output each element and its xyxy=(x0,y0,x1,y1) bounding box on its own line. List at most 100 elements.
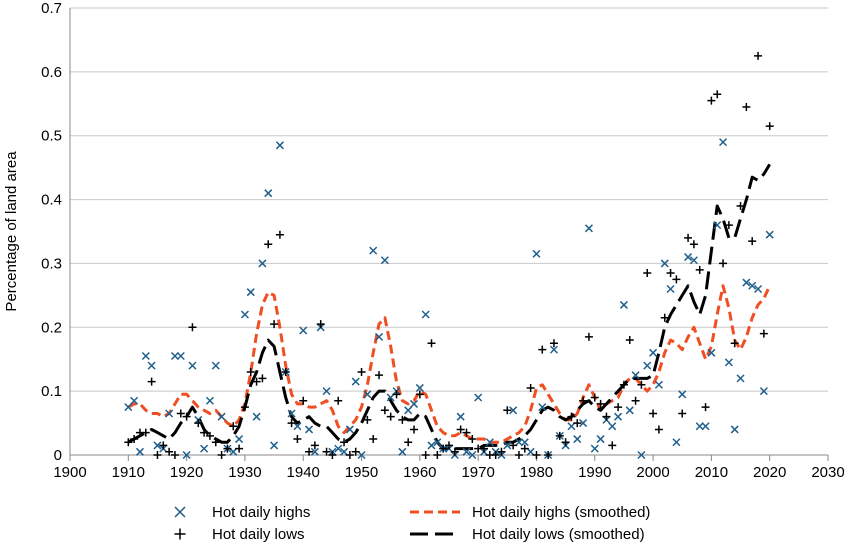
lows-point xyxy=(357,367,366,376)
lows-point xyxy=(322,447,331,456)
highs-point xyxy=(579,419,588,428)
lows-point xyxy=(345,451,354,459)
lows-point xyxy=(386,412,395,421)
y-tick-label: 0.5 xyxy=(41,128,62,145)
lows-point xyxy=(596,399,605,408)
lows-point xyxy=(509,441,518,450)
lows-point xyxy=(415,390,424,399)
y-tick-label: 0.6 xyxy=(41,64,62,81)
lows-point xyxy=(427,339,436,348)
lows-point xyxy=(526,383,535,392)
highs-point xyxy=(211,361,220,370)
lows-point xyxy=(579,396,588,405)
lows-points xyxy=(124,51,774,459)
highs-point xyxy=(427,441,436,450)
highs-point xyxy=(573,435,582,444)
highs-point xyxy=(229,447,238,456)
lows-point xyxy=(316,320,325,329)
lows-point xyxy=(223,444,232,453)
lows-point xyxy=(614,403,623,412)
lows-smoothed-line xyxy=(127,163,771,451)
highs-point xyxy=(474,393,483,402)
lows-point xyxy=(340,438,349,447)
legend-item: Hot daily lows xyxy=(174,526,305,543)
lows-point xyxy=(287,419,296,428)
highs-point xyxy=(707,348,716,357)
lows-point xyxy=(736,201,745,210)
highs-point xyxy=(415,383,424,392)
lows-point xyxy=(392,390,401,399)
lows-point xyxy=(479,444,488,453)
highs-point xyxy=(631,371,640,380)
lows-point xyxy=(141,428,150,437)
y-tick-label: 0.1 xyxy=(41,383,62,400)
highs-point xyxy=(275,141,284,150)
highs-point xyxy=(748,281,757,290)
legend-item: Hot daily highs xyxy=(174,504,310,521)
lows-point xyxy=(176,409,185,418)
highs-point xyxy=(736,374,745,383)
legend-swatch-x xyxy=(174,506,186,518)
lows-point xyxy=(246,367,255,376)
legend: Hot daily highs Hot daily lows Hot daily h… xyxy=(174,504,650,543)
legend-label: Hot daily highs (smoothed) xyxy=(472,504,650,521)
highs-point xyxy=(147,361,156,370)
lows-point xyxy=(433,451,442,459)
highs-point xyxy=(409,399,419,408)
highs-point xyxy=(205,396,214,405)
lows-point xyxy=(211,438,220,447)
highs-point xyxy=(538,403,547,412)
highs-point xyxy=(270,441,279,450)
lows-point xyxy=(713,90,722,99)
legend-item: Hot daily lows (smoothed) xyxy=(410,526,645,543)
lows-point xyxy=(235,444,244,453)
highs-point xyxy=(526,447,535,456)
lows-point xyxy=(561,438,570,447)
lows-point xyxy=(240,403,249,412)
lows-point xyxy=(643,269,652,278)
lows-point xyxy=(678,409,687,418)
data-series xyxy=(124,51,774,460)
highs-point xyxy=(754,284,763,294)
lows-point xyxy=(491,451,500,459)
lows-point xyxy=(281,367,290,376)
x-tick-label: 2000 xyxy=(636,464,669,481)
lows-point xyxy=(672,275,681,284)
y-tick-label: 0.4 xyxy=(41,192,62,209)
highs-point xyxy=(596,435,605,444)
highs-point xyxy=(252,412,261,421)
highs-point xyxy=(503,441,512,450)
highs-point xyxy=(765,230,774,239)
lows-point xyxy=(660,313,669,322)
highs-point xyxy=(637,450,646,460)
lows-point xyxy=(445,441,453,450)
highs-point xyxy=(305,425,314,434)
highs-point xyxy=(258,259,267,268)
lows-point xyxy=(567,412,576,421)
lows-point xyxy=(410,425,419,434)
lows-point xyxy=(707,96,716,105)
lows-point xyxy=(258,374,267,383)
legend-swatch-plus xyxy=(174,528,186,540)
lows-point xyxy=(194,419,203,428)
lows-point xyxy=(497,447,506,456)
highs-point xyxy=(584,224,593,233)
lows-point xyxy=(205,431,214,440)
x-tick-label: 1960 xyxy=(403,464,436,481)
lows-point xyxy=(450,447,459,456)
lows-point xyxy=(730,339,739,348)
lows-point xyxy=(695,265,704,274)
highs-point xyxy=(654,380,663,389)
lows-point xyxy=(310,441,319,450)
highs-point xyxy=(695,422,704,431)
lows-point xyxy=(159,441,168,450)
lows-point xyxy=(608,441,617,450)
highs-point xyxy=(549,345,558,354)
lows-point xyxy=(334,396,343,405)
lows-point xyxy=(293,435,302,444)
highs-point xyxy=(235,435,244,444)
lows-point xyxy=(631,396,640,405)
lows-point xyxy=(270,320,279,329)
legend-label: Hot daily highs xyxy=(212,504,310,521)
